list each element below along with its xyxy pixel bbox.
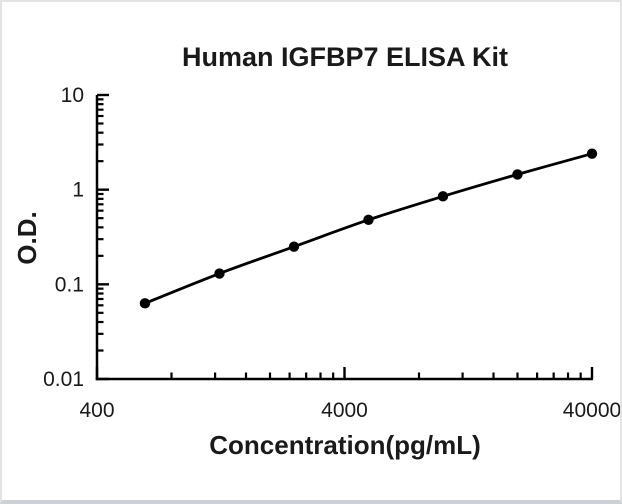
data-point-marker <box>214 268 225 279</box>
data-point-marker <box>139 298 151 309</box>
x-tick-label: 4000 <box>321 399 368 422</box>
chart-title: Human IGFBP7 ELISA Kit <box>181 42 509 72</box>
data-point-marker <box>586 148 598 159</box>
curve-line <box>144 152 593 305</box>
x-tick-label: 400 <box>79 399 114 422</box>
y-tick-label: 10 <box>61 84 84 107</box>
x-tick-label: 40000 <box>563 399 621 422</box>
data-point-marker <box>288 241 300 252</box>
data-point-marker <box>512 169 523 180</box>
x-axis-title: Concentration(pg/mL) <box>209 430 481 460</box>
y-tick-label: 1 <box>72 179 84 202</box>
data-point-marker <box>363 214 374 226</box>
data-point-marker <box>437 191 449 202</box>
y-tick-label: 0.1 <box>55 273 84 296</box>
y-tick-label: 0.01 <box>43 368 84 391</box>
